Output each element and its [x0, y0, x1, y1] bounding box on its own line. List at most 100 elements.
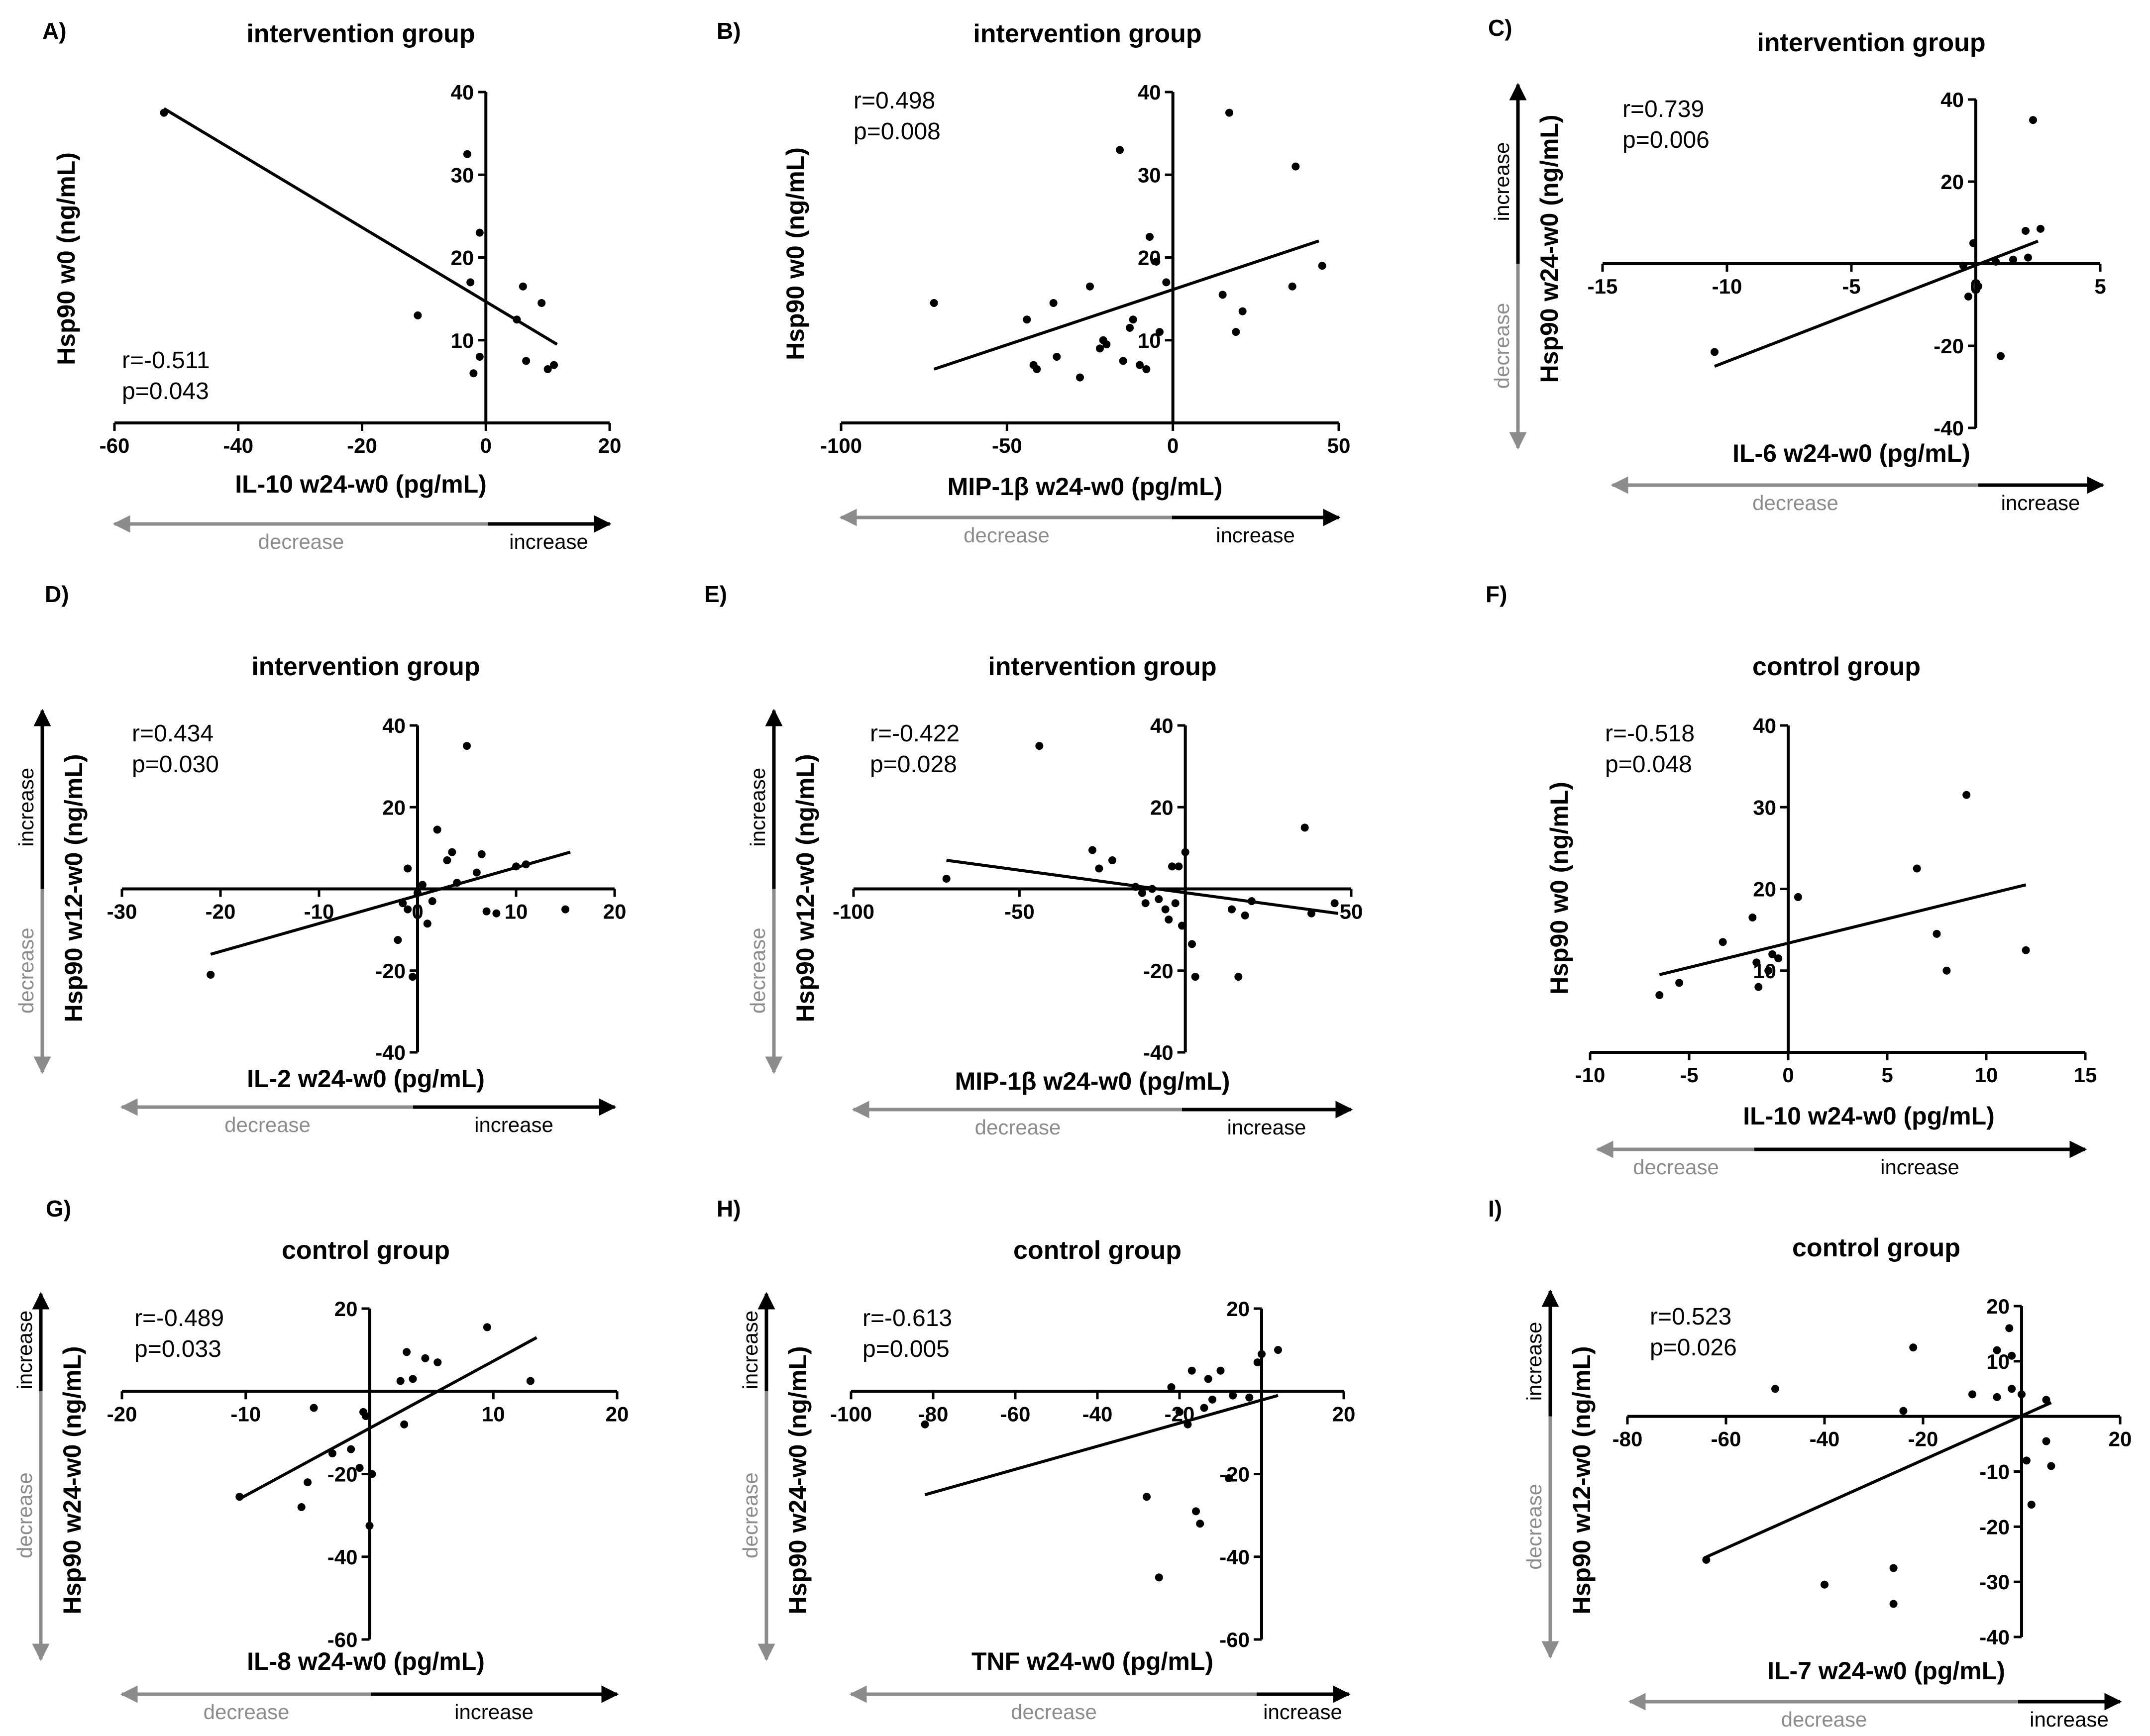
y-tick-label: -40	[1934, 416, 1964, 440]
data-point	[1274, 1346, 1282, 1354]
data-point	[522, 357, 531, 365]
data-point	[1964, 293, 1972, 301]
x-tick-label: -80	[1612, 1428, 1643, 1451]
x-axis-title: MIP-1β w24-w0 (pg/mL)	[955, 1067, 1230, 1095]
regression-line	[238, 1336, 538, 1501]
data-point	[310, 1404, 318, 1412]
data-point	[1119, 357, 1127, 365]
data-point	[2009, 255, 2017, 264]
data-point	[1076, 373, 1084, 382]
x-tick-label: 20	[598, 434, 622, 457]
regression-line	[924, 1394, 1279, 1496]
x-tick-label: -10	[1712, 275, 1742, 298]
data-point	[2042, 1437, 2050, 1445]
data-point	[400, 1420, 409, 1429]
data-point	[1167, 1383, 1176, 1391]
data-point	[433, 825, 441, 834]
y-tick-label: 20	[1150, 796, 1174, 819]
y-axis-title: Hsp90 w24-w0 (ng/mL)	[58, 1346, 86, 1615]
y-tick-label: 40	[1138, 81, 1161, 104]
y-tick-label: 20	[1986, 1295, 2010, 1318]
data-point	[2022, 1456, 2031, 1465]
data-point	[207, 970, 215, 979]
panel-title: control group	[1792, 1233, 1960, 1262]
data-point	[1234, 973, 1243, 981]
data-point	[403, 1348, 411, 1356]
x-tick-label: 10	[505, 900, 528, 923]
data-point	[466, 278, 475, 287]
data-point	[921, 1420, 929, 1429]
y-tick-label: -20	[1143, 959, 1174, 983]
x-tick-label: 50	[1327, 434, 1351, 457]
x-tick-label: 50	[1340, 900, 1363, 923]
panel-letter: B)	[717, 18, 741, 44]
x-tick-label: -20	[347, 434, 377, 457]
panel-letter: F)	[1486, 581, 1507, 607]
data-point	[418, 881, 427, 889]
y-axis-title: Hsp90 w12-w0 (ng/mL)	[1568, 1346, 1596, 1615]
y-decrease-label: decrease	[13, 1472, 36, 1558]
data-point	[1188, 940, 1196, 948]
data-point	[1330, 899, 1339, 908]
data-point	[1997, 352, 2005, 360]
data-point	[1131, 883, 1140, 891]
data-point	[1711, 348, 1719, 356]
y-tick-label: 40	[1940, 88, 1964, 111]
data-point	[1774, 954, 1783, 963]
y-increase-label: increase	[13, 1311, 36, 1390]
data-point	[475, 353, 484, 361]
data-point	[1178, 921, 1186, 930]
data-point	[469, 369, 478, 378]
data-point	[1035, 742, 1044, 750]
data-point	[1155, 1573, 1163, 1582]
data-point	[404, 905, 412, 914]
data-point	[1204, 1375, 1212, 1383]
y-tick-label: -30	[1979, 1570, 2010, 1594]
y-tick-label: -20	[1219, 1463, 1250, 1486]
x-tick-label: -50	[992, 434, 1022, 457]
data-point	[2008, 1351, 2016, 1360]
data-point	[2018, 1390, 2026, 1399]
data-point	[1245, 1393, 1254, 1402]
data-point	[2037, 224, 2044, 233]
data-point	[1161, 905, 1170, 914]
y-tick-label: -20	[327, 1463, 358, 1486]
y-tick-label: 10	[451, 329, 474, 352]
x-axis-title: IL-10 w24-w0 (pg/mL)	[235, 470, 487, 498]
data-point	[1764, 966, 1773, 975]
data-point	[1959, 262, 1967, 270]
stat-r: r=0.498	[854, 88, 935, 114]
panel-letter: E)	[704, 581, 727, 607]
panel-i: I) control group -80 -60 -40 -20 20 -40 -30 -20 -1…	[1488, 1196, 2132, 1731]
data-point	[409, 1375, 417, 1383]
panel-letter: G)	[46, 1196, 71, 1222]
data-point	[1969, 239, 1977, 247]
data-point	[1719, 938, 1727, 946]
x-decrease-label: decrease	[204, 1700, 290, 1724]
stat-p: p=0.028	[870, 751, 957, 778]
data-point	[561, 905, 569, 914]
data-point	[2042, 1396, 2050, 1404]
data-point	[1909, 1343, 1918, 1352]
y-increase-label: increase	[746, 768, 769, 847]
data-point	[1138, 889, 1146, 897]
data-point	[421, 1354, 430, 1362]
panel-h: H)control group-100-80-60-40-2020-60-40-…	[717, 1196, 1355, 1724]
panel-title: control group	[1752, 652, 1921, 681]
regression-line	[1714, 239, 2039, 368]
data-point	[1176, 1408, 1183, 1416]
stat-p: p=0.006	[1622, 127, 1710, 153]
x-axis-title: IL-2 w24-w0 (pg/mL)	[247, 1065, 485, 1093]
data-point	[2024, 253, 2032, 262]
data-point	[1992, 257, 2000, 266]
panel-title: control group	[1013, 1236, 1182, 1265]
y-decrease-label: decrease	[1490, 303, 1513, 389]
data-point	[1088, 846, 1096, 854]
x-increase-label: increase	[1263, 1700, 1342, 1724]
stat-p: p=0.026	[1650, 1334, 1737, 1361]
x-decrease-label: decrease	[224, 1113, 311, 1136]
x-decrease-label: decrease	[975, 1116, 1061, 1139]
y-axis-title: Hsp90 w24-w0 (ng/mL)	[784, 1346, 812, 1615]
x-increase-label: increase	[2030, 1708, 2109, 1731]
x-tick-label: -100	[833, 900, 874, 923]
